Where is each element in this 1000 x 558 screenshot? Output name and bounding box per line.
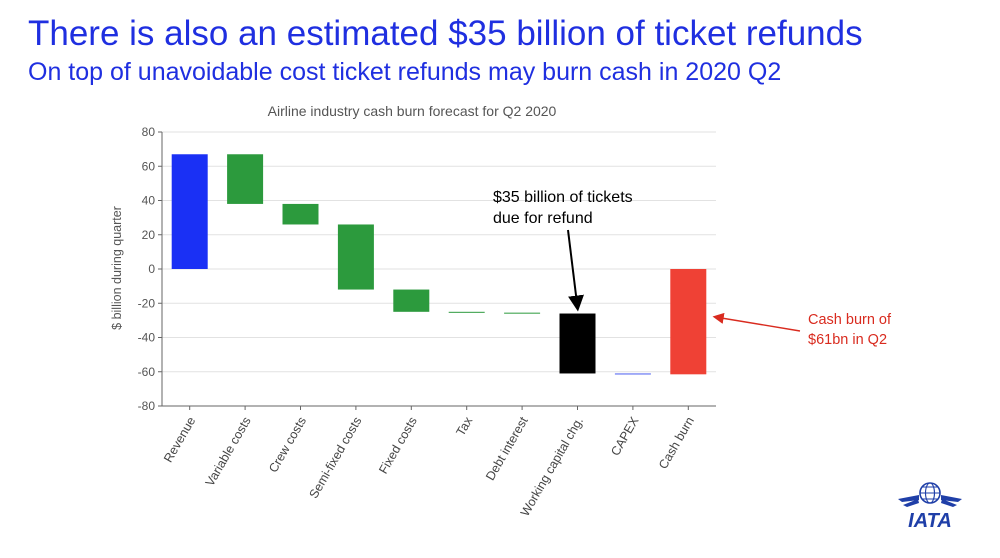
bars <box>171 154 707 375</box>
y-tick-label: 40 <box>142 194 156 208</box>
x-tick-label: Working capital chg. <box>518 415 586 519</box>
y-tick-label: -80 <box>138 399 156 413</box>
cash-burn-annotation-arrow <box>712 312 801 332</box>
slide-headline: There is also an estimated $35 billion o… <box>28 14 863 53</box>
bar-variable-costs <box>227 154 264 204</box>
refund-annotation-arrow <box>567 229 584 312</box>
bar-working-capital-chg <box>559 313 596 374</box>
x-tick-label: CAPEX <box>608 414 642 458</box>
x-tick-label: Fixed costs <box>376 415 420 477</box>
slide-subheadline: On top of unavoidable cost ticket refund… <box>28 58 782 86</box>
bar-debt-interest <box>504 312 541 314</box>
bar-revenue <box>171 154 208 269</box>
y-tick-label: 20 <box>142 228 156 242</box>
cash-burn-annotation-text: $61bn in Q2 <box>808 332 887 348</box>
logo-text: IATA <box>908 510 952 532</box>
bar-semi-fixed-costs <box>337 224 374 290</box>
y-tick-label: 0 <box>148 262 155 276</box>
bar-crew-costs <box>282 203 319 225</box>
refund-annotation-text: $35 billion of tickets <box>493 189 633 206</box>
y-axis-label: $ billion during quarter <box>110 206 124 330</box>
x-tick-label: Variable costs <box>203 415 254 489</box>
x-tick-label: Tax <box>453 414 475 438</box>
globe-wings-icon <box>898 482 962 507</box>
cash-burn-annotation-text: Cash burn of <box>808 312 892 328</box>
annotations: $35 billion of tickets due for refund Cash… <box>493 189 892 348</box>
x-tick-label: Cash burn <box>656 414 697 471</box>
y-tick-label: -20 <box>138 296 156 310</box>
chart-title: Airline industry cash burn forecast for … <box>268 103 557 119</box>
iata-logo: IATA <box>898 482 962 532</box>
x-tick-label: Revenue <box>161 414 198 464</box>
bar-capex <box>614 373 651 375</box>
x-tick-label: Crew costs <box>266 415 309 476</box>
bar-tax <box>448 311 485 313</box>
refund-annotation-text: due for refund <box>493 210 593 227</box>
y-axis: 80 60 40 20 0 -20 -40 -60 -80 <box>138 125 716 413</box>
x-tick-label: Semi-fixed costs <box>307 415 365 501</box>
bar-cash-burn <box>670 269 707 375</box>
x-axis: Revenue Variable costs Crew costsSemi-fixe… <box>161 406 697 519</box>
bar-fixed-costs <box>393 289 430 312</box>
y-tick-label: 60 <box>142 159 156 173</box>
x-tick-label: Debt interest <box>483 414 531 483</box>
y-tick-label: -40 <box>138 331 156 345</box>
y-tick-label: 80 <box>142 125 156 139</box>
gridlines <box>162 131 716 407</box>
y-tick-label: -60 <box>138 365 156 379</box>
